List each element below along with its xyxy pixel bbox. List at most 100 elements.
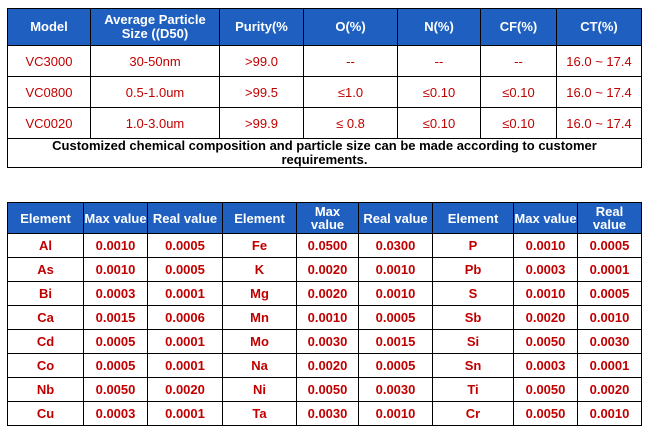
total-carbon-cell: 16.0 ~ 17.4 (556, 45, 642, 77)
purity-cell: >99.0 (219, 45, 304, 77)
max-value-cell: 0.0003 (513, 257, 578, 282)
real-value-cell: 0.0030 (577, 329, 642, 354)
max-value-cell: 0.0050 (296, 377, 359, 402)
element-cell: Al (7, 233, 84, 258)
real-value-cell: 0.0010 (577, 305, 642, 330)
max-value-cell: 0.0020 (296, 257, 359, 282)
spec-header-row: Model Average Particle Size ((D50) Purit… (7, 8, 642, 46)
real-value-cell: 0.0001 (577, 353, 642, 378)
element-cell: Cu (7, 401, 84, 426)
nitrogen-cell: ≤0.10 (397, 107, 481, 139)
element-cell: Sn (432, 353, 514, 378)
impurity-table-body: Al 0.0010 0.0005 Fe 0.0500 0.0300 P 0.0010 0.000… (7, 233, 642, 426)
header-real-value: Real value (577, 202, 642, 234)
element-cell: Fe (222, 233, 297, 258)
element-cell: Cd (7, 329, 84, 354)
header-real-value: Real value (358, 202, 433, 234)
header-oxygen: O(%) (303, 8, 398, 46)
free-carbon-cell: -- (480, 45, 557, 77)
max-value-cell: 0.0005 (83, 329, 148, 354)
oxygen-cell: ≤ 0.8 (303, 107, 398, 139)
table-row: VC0020 1.0-3.0um >99.9 ≤ 0.8 ≤0.10 ≤0.10… (7, 107, 642, 139)
table-row: Nb 0.0050 0.0020 Ni 0.0050 0.0030 Ti 0.0050 0.00… (7, 377, 642, 402)
free-carbon-cell: ≤0.10 (480, 107, 557, 139)
header-total-carbon: CT(%) (556, 8, 642, 46)
header-real-value: Real value (147, 202, 223, 234)
element-cell: Sb (432, 305, 514, 330)
max-value-cell: 0.0030 (296, 329, 359, 354)
max-value-cell: 0.0005 (83, 353, 148, 378)
max-value-cell: 0.0015 (83, 305, 148, 330)
max-value-cell: 0.0010 (83, 233, 148, 258)
real-value-cell: 0.0001 (147, 329, 223, 354)
model-cell: VC0020 (7, 107, 91, 139)
element-cell: Mo (222, 329, 297, 354)
particle-size-cell: 0.5-1.0um (90, 76, 220, 108)
real-value-cell: 0.0015 (358, 329, 433, 354)
real-value-cell: 0.0010 (358, 281, 433, 306)
nitrogen-cell: ≤0.10 (397, 76, 481, 108)
real-value-cell: 0.0005 (577, 281, 642, 306)
element-cell: K (222, 257, 297, 282)
element-cell: Cr (432, 401, 514, 426)
real-value-cell: 0.0030 (358, 377, 433, 402)
element-cell: Si (432, 329, 514, 354)
max-value-cell: 0.0010 (296, 305, 359, 330)
element-cell: Mg (222, 281, 297, 306)
model-cell: VC3000 (7, 45, 91, 77)
real-value-cell: 0.0006 (147, 305, 223, 330)
impurity-table: Element Max value Real value Element Max… (7, 202, 642, 426)
element-cell: Bi (7, 281, 84, 306)
table-row: Cd 0.0005 0.0001 Mo 0.0030 0.0015 Si 0.0050 0.00… (7, 329, 642, 354)
header-max-value: Max value (83, 202, 148, 234)
oxygen-cell: ≤1.0 (303, 76, 398, 108)
real-value-cell: 0.0020 (147, 377, 223, 402)
note-row: Customized chemical composition and part… (7, 138, 642, 168)
total-carbon-cell: 16.0 ~ 17.4 (556, 107, 642, 139)
real-value-cell: 0.0020 (577, 377, 642, 402)
element-cell: P (432, 233, 514, 258)
element-cell: Ca (7, 305, 84, 330)
header-nitrogen: N(%) (397, 8, 481, 46)
table-row: Co 0.0005 0.0001 Na 0.0020 0.0005 Sn 0.0003 0.00… (7, 353, 642, 378)
oxygen-cell: -- (303, 45, 398, 77)
element-cell: Na (222, 353, 297, 378)
real-value-cell: 0.0010 (358, 401, 433, 426)
real-value-cell: 0.0010 (358, 257, 433, 282)
max-value-cell: 0.0050 (83, 377, 148, 402)
header-max-value: Max value (513, 202, 578, 234)
element-cell: S (432, 281, 514, 306)
header-purity: Purity(% (219, 8, 304, 46)
total-carbon-cell: 16.0 ~ 17.4 (556, 76, 642, 108)
max-value-cell: 0.0030 (296, 401, 359, 426)
model-cell: VC0800 (7, 76, 91, 108)
max-value-cell: 0.0010 (513, 281, 578, 306)
max-value-cell: 0.0050 (513, 377, 578, 402)
customization-note: Customized chemical composition and part… (7, 138, 642, 168)
max-value-cell: 0.0020 (296, 281, 359, 306)
element-cell: Ta (222, 401, 297, 426)
header-element: Element (222, 202, 297, 234)
free-carbon-cell: ≤0.10 (480, 76, 557, 108)
element-cell: Mn (222, 305, 297, 330)
max-value-cell: 0.0003 (83, 401, 148, 426)
header-particle-size: Average Particle Size ((D50) (90, 8, 220, 46)
element-cell: Ti (432, 377, 514, 402)
real-value-cell: 0.0001 (147, 353, 223, 378)
element-cell: Pb (432, 257, 514, 282)
header-model: Model (7, 8, 91, 46)
table-row: VC0800 0.5-1.0um >99.5 ≤1.0 ≤0.10 ≤0.10 … (7, 76, 642, 108)
header-max-value: Max value (296, 202, 359, 234)
max-value-cell: 0.0010 (513, 233, 578, 258)
max-value-cell: 0.0003 (83, 281, 148, 306)
nitrogen-cell: -- (397, 45, 481, 77)
header-element: Element (432, 202, 514, 234)
element-cell: Ni (222, 377, 297, 402)
table-row: Al 0.0010 0.0005 Fe 0.0500 0.0300 P 0.0010 0.000… (7, 233, 642, 258)
real-value-cell: 0.0001 (147, 401, 223, 426)
element-cell: As (7, 257, 84, 282)
table-row: Cu 0.0003 0.0001 Ta 0.0030 0.0010 Cr 0.0050 0.00… (7, 401, 642, 426)
table-row: VC3000 30-50nm >99.0 -- -- -- 16.0 ~ 17.… (7, 45, 642, 77)
header-element: Element (7, 202, 84, 234)
max-value-cell: 0.0003 (513, 353, 578, 378)
